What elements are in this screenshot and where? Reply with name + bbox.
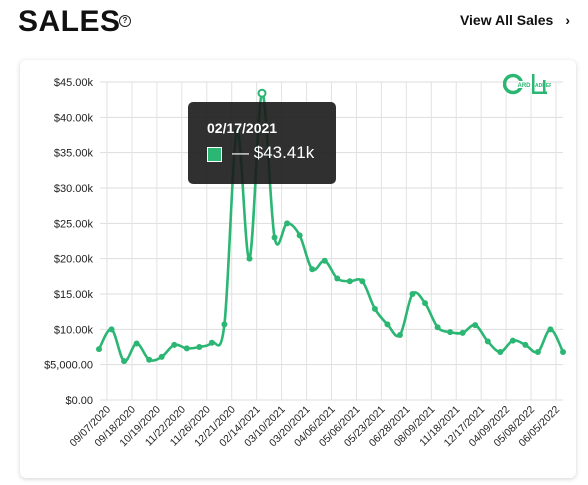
data-point[interactable] xyxy=(522,341,529,348)
x-axis: 09/07/202009/18/202010/19/202011/22/2020… xyxy=(67,404,562,450)
data-point[interactable] xyxy=(208,339,215,346)
data-point[interactable] xyxy=(158,353,165,360)
chart-grid xyxy=(100,81,563,401)
data-point[interactable] xyxy=(334,275,341,282)
y-tick-label: $5,000.00 xyxy=(44,360,93,372)
data-point[interactable] xyxy=(246,255,253,262)
tooltip-series-swatch xyxy=(207,147,222,162)
y-tick-label: $30.00k xyxy=(54,183,94,195)
svg-text:ADDER: ADDER xyxy=(535,83,551,89)
data-point[interactable] xyxy=(296,232,303,239)
data-point[interactable] xyxy=(96,346,102,353)
data-point[interactable] xyxy=(422,300,429,307)
data-point[interactable] xyxy=(271,234,278,241)
view-all-sales-link[interactable]: View All Sales › xyxy=(460,12,570,28)
data-point[interactable] xyxy=(396,331,403,338)
data-point[interactable] xyxy=(146,356,153,363)
data-point[interactable] xyxy=(196,344,203,350)
chart-tooltip: 02/17/2021 — $43.41k xyxy=(188,102,336,184)
y-tick-label: $40.00k xyxy=(54,112,94,124)
y-tick-label: $45.00k xyxy=(54,77,94,89)
data-point[interactable] xyxy=(121,358,128,365)
data-point[interactable] xyxy=(133,340,140,347)
data-point[interactable] xyxy=(346,278,353,285)
y-tick-label: $0.00 xyxy=(65,395,93,407)
y-tick-label: $20.00k xyxy=(54,254,94,266)
data-point[interactable] xyxy=(409,291,416,297)
view-all-sales-label[interactable]: View All Sales xyxy=(459,12,554,28)
question-circle-icon[interactable]: ? xyxy=(119,15,131,27)
svg-text:ARD: ARD xyxy=(518,83,532,89)
page-title: SALES xyxy=(18,5,121,38)
data-point[interactable] xyxy=(183,345,190,352)
data-point[interactable] xyxy=(309,266,316,273)
data-point[interactable] xyxy=(560,348,566,355)
data-point[interactable] xyxy=(497,348,504,355)
highlighted-data-point[interactable] xyxy=(257,88,267,98)
data-point[interactable] xyxy=(434,324,441,331)
tooltip-value: — $43.41k xyxy=(232,143,315,162)
data-point[interactable] xyxy=(284,220,291,227)
y-tick-label: $15.00k xyxy=(54,289,94,301)
data-point[interactable] xyxy=(447,329,454,336)
y-tick-label: $10.00k xyxy=(54,324,94,336)
tooltip-date: 02/17/2021 xyxy=(207,120,278,136)
y-axis: $0.00 $5,000.00 $10.00k $15.00k $20.00k $25.0… xyxy=(44,77,93,407)
data-point[interactable] xyxy=(371,305,378,312)
card-ladder-logo: ARD ADDER xyxy=(503,73,551,95)
sales-header: SALES ? View All Sales › xyxy=(18,4,578,40)
data-point[interactable] xyxy=(509,337,516,344)
data-point[interactable] xyxy=(171,341,178,348)
data-point[interactable] xyxy=(547,326,554,333)
y-tick-label: $35.00k xyxy=(54,148,94,160)
data-point[interactable] xyxy=(221,321,228,328)
data-point[interactable] xyxy=(108,326,115,333)
sales-series[interactable] xyxy=(96,88,566,365)
data-point[interactable] xyxy=(534,348,541,355)
data-point[interactable] xyxy=(484,338,491,345)
data-point[interactable] xyxy=(459,329,466,336)
data-point[interactable] xyxy=(321,257,328,264)
data-point[interactable] xyxy=(384,321,391,328)
data-point[interactable] xyxy=(359,278,366,285)
series-line xyxy=(97,91,565,363)
chevron-right-icon[interactable]: › xyxy=(565,12,570,28)
data-point[interactable] xyxy=(472,322,479,329)
y-tick-label: $25.00k xyxy=(54,218,94,230)
